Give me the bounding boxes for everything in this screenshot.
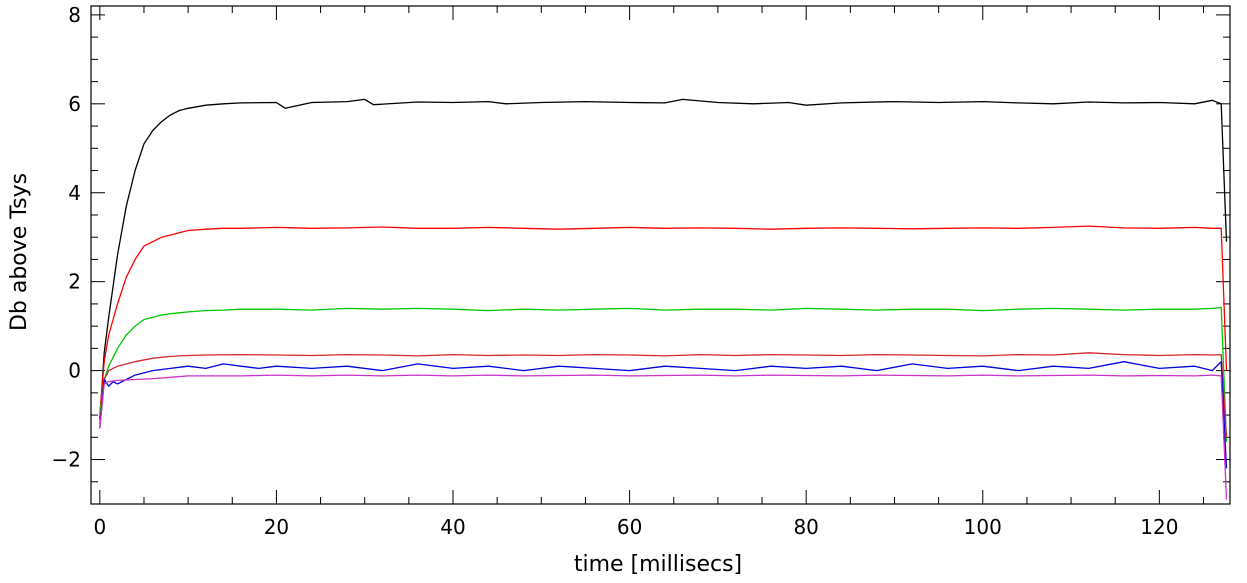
- y-tick-label: 6: [68, 92, 81, 116]
- x-tick-label: 0: [93, 515, 106, 539]
- axis-ticks: [91, 6, 1230, 505]
- series-line-5: [99, 361, 1228, 469]
- x-tick-label: 20: [264, 515, 289, 539]
- y-tick-label: 0: [68, 359, 81, 383]
- x-tick-label: 80: [793, 515, 818, 539]
- series-line-3: [99, 306, 1228, 442]
- y-tick-label: 2: [68, 270, 81, 294]
- x-tick-label: 40: [440, 515, 465, 539]
- series-line-6: [99, 374, 1228, 500]
- plot-border: [90, 5, 1231, 505]
- x-tick-label: 60: [617, 515, 642, 539]
- series-line-2: [99, 225, 1228, 416]
- y-tick-label: 4: [68, 181, 81, 205]
- series-line-1: [99, 98, 1228, 420]
- tick-labels: 0 20 40 60 80 100 120 −2 0 2 4 6 8: [52, 3, 1179, 539]
- series-line-4: [99, 352, 1228, 438]
- x-tick-label: 120: [1140, 515, 1178, 539]
- y-tick-label: −2: [52, 448, 81, 472]
- y-tick-label: 8: [68, 3, 81, 27]
- series-layer: [99, 98, 1228, 500]
- y-axis-title: Db above Tsys: [7, 173, 32, 331]
- x-tick-label: 100: [964, 515, 1002, 539]
- x-axis-title: time [millisecs]: [574, 552, 742, 577]
- plot-frame: [90, 5, 1231, 505]
